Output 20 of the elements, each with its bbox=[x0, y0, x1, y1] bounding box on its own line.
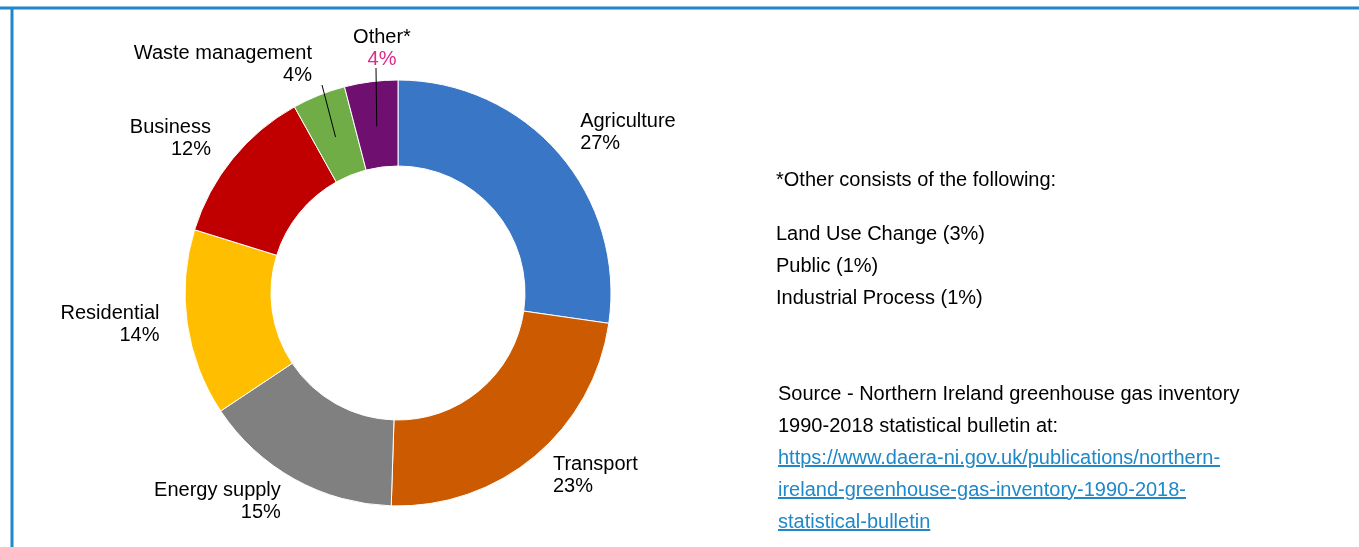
data-label: 15% bbox=[240, 499, 282, 522]
slice-label: Other* bbox=[353, 25, 412, 47]
source-note: Source - Northern Ireland greenhouse gas inventory 1990-2018 statistical bulletin at: bbox=[778, 382, 1240, 436]
slice-label: Agriculture bbox=[580, 109, 676, 132]
slice-label: Energy supply bbox=[154, 477, 281, 500]
text: https://www.daera-ni.gov.uk/publications/northern-ireland-greenhouse-gas-inventory-1990-2018-statistical-bulletin bbox=[778, 446, 1221, 532]
slice-label: Waste management bbox=[133, 41, 313, 63]
slice-label: Transport bbox=[552, 451, 639, 474]
text: Land Use Change (3%) bbox=[776, 222, 986, 244]
data-label: 4% bbox=[367, 47, 397, 69]
text: Public (1%) bbox=[776, 254, 879, 276]
data-label: 12% bbox=[170, 137, 212, 160]
text: *Other consists of the following: bbox=[776, 168, 1057, 190]
slice-label: Business bbox=[129, 115, 211, 138]
data-label: 4% bbox=[283, 63, 313, 85]
text: Industrial Process (1%) bbox=[776, 286, 983, 308]
data-label: 27% bbox=[580, 131, 621, 154]
data-label: 23% bbox=[552, 473, 594, 496]
data-label: 14% bbox=[119, 323, 160, 346]
slice-label: Residential bbox=[60, 301, 160, 324]
